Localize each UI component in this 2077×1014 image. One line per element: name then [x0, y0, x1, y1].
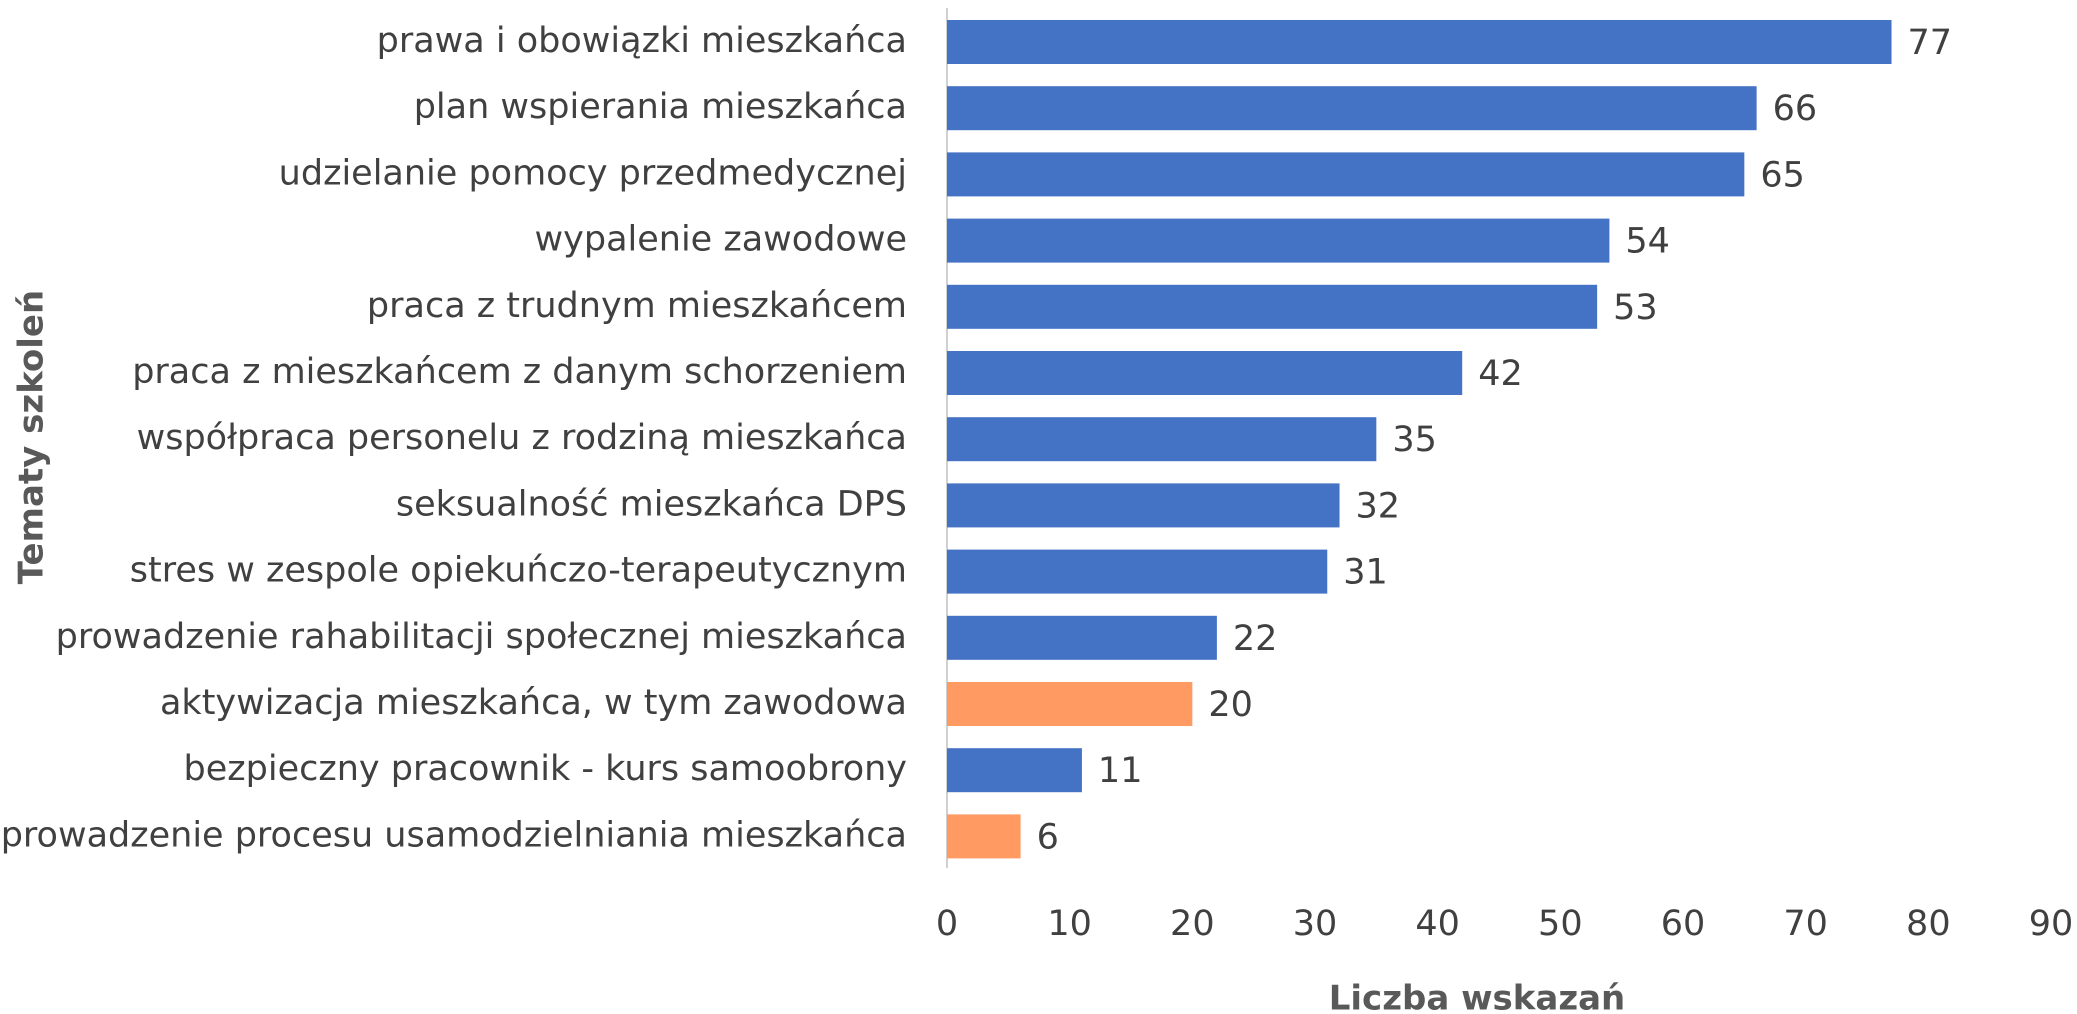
- data-label: 65: [1760, 155, 1805, 195]
- x-tick-label: 80: [1906, 904, 1951, 944]
- data-label: 35: [1392, 420, 1437, 460]
- bar: [947, 351, 1463, 395]
- bar: [947, 483, 1340, 528]
- y-tick-label: stres w zespole opiekuńczo-terapeutyczny…: [130, 551, 907, 591]
- bar: [947, 549, 1328, 594]
- y-tick-label: współpraca personelu z rodziną mieszkańc…: [137, 418, 907, 458]
- bar: [947, 152, 1745, 197]
- bar: [947, 417, 1377, 462]
- data-label: 11: [1098, 751, 1143, 791]
- data-label: 6: [1037, 817, 1059, 857]
- data-label: 53: [1613, 288, 1658, 328]
- bar: [947, 218, 1610, 263]
- y-tick-label: seksualność mieszkańca DPS: [396, 484, 907, 524]
- y-tick-label: prawa i obowiązki mieszkańca: [377, 21, 907, 61]
- data-label: 20: [1208, 685, 1253, 725]
- y-tick-label: prowadzenie procesu usamodzielniania mie…: [1, 815, 907, 855]
- x-axis-title: Liczba wskazań: [1329, 979, 1626, 1014]
- data-label: 22: [1233, 619, 1278, 659]
- data-label: 54: [1625, 222, 1670, 262]
- x-tick-label: 0: [936, 904, 958, 944]
- bar: [947, 682, 1193, 726]
- y-tick-label: wypalenie zawodowe: [535, 220, 907, 260]
- data-label: 42: [1478, 354, 1523, 394]
- x-tick-label: 40: [1415, 904, 1460, 944]
- y-tick-label: praca z trudnym mieszkańcem: [367, 286, 907, 326]
- y-tick-label: aktywizacja mieszkańca, w tym zawodowa: [160, 683, 907, 723]
- y-tick-label: udzielanie pomocy przedmedycznej: [279, 153, 907, 193]
- x-tick-label: 30: [1293, 904, 1338, 944]
- x-tick-label: 60: [1661, 904, 1706, 944]
- y-axis-title: Tematy szkoleń: [12, 290, 52, 584]
- bar: [947, 20, 1892, 64]
- bar: [947, 748, 1082, 793]
- data-label: 31: [1343, 553, 1388, 593]
- x-tick-label: 10: [1047, 904, 1092, 944]
- x-tick-label: 20: [1170, 904, 1215, 944]
- y-tick-label: plan wspierania mieszkańca: [414, 87, 907, 127]
- bar: [947, 615, 1217, 660]
- bar: [947, 814, 1021, 859]
- x-tick-label: 50: [1538, 904, 1583, 944]
- bar: [947, 284, 1598, 329]
- x-tick-label: 90: [2029, 904, 2074, 944]
- x-tick-label: 70: [1783, 904, 1828, 944]
- y-tick-label: prowadzenie rahabilitacji społecznej mie…: [56, 617, 907, 657]
- y-tick-label: bezpieczny pracownik - kurs samoobrony: [184, 749, 908, 789]
- bar: [947, 86, 1757, 131]
- y-tick-label: praca z mieszkańcem z danym schorzeniem: [132, 352, 907, 392]
- data-label: 66: [1773, 89, 1818, 129]
- data-label: 77: [1908, 23, 1953, 63]
- data-label: 32: [1356, 486, 1401, 526]
